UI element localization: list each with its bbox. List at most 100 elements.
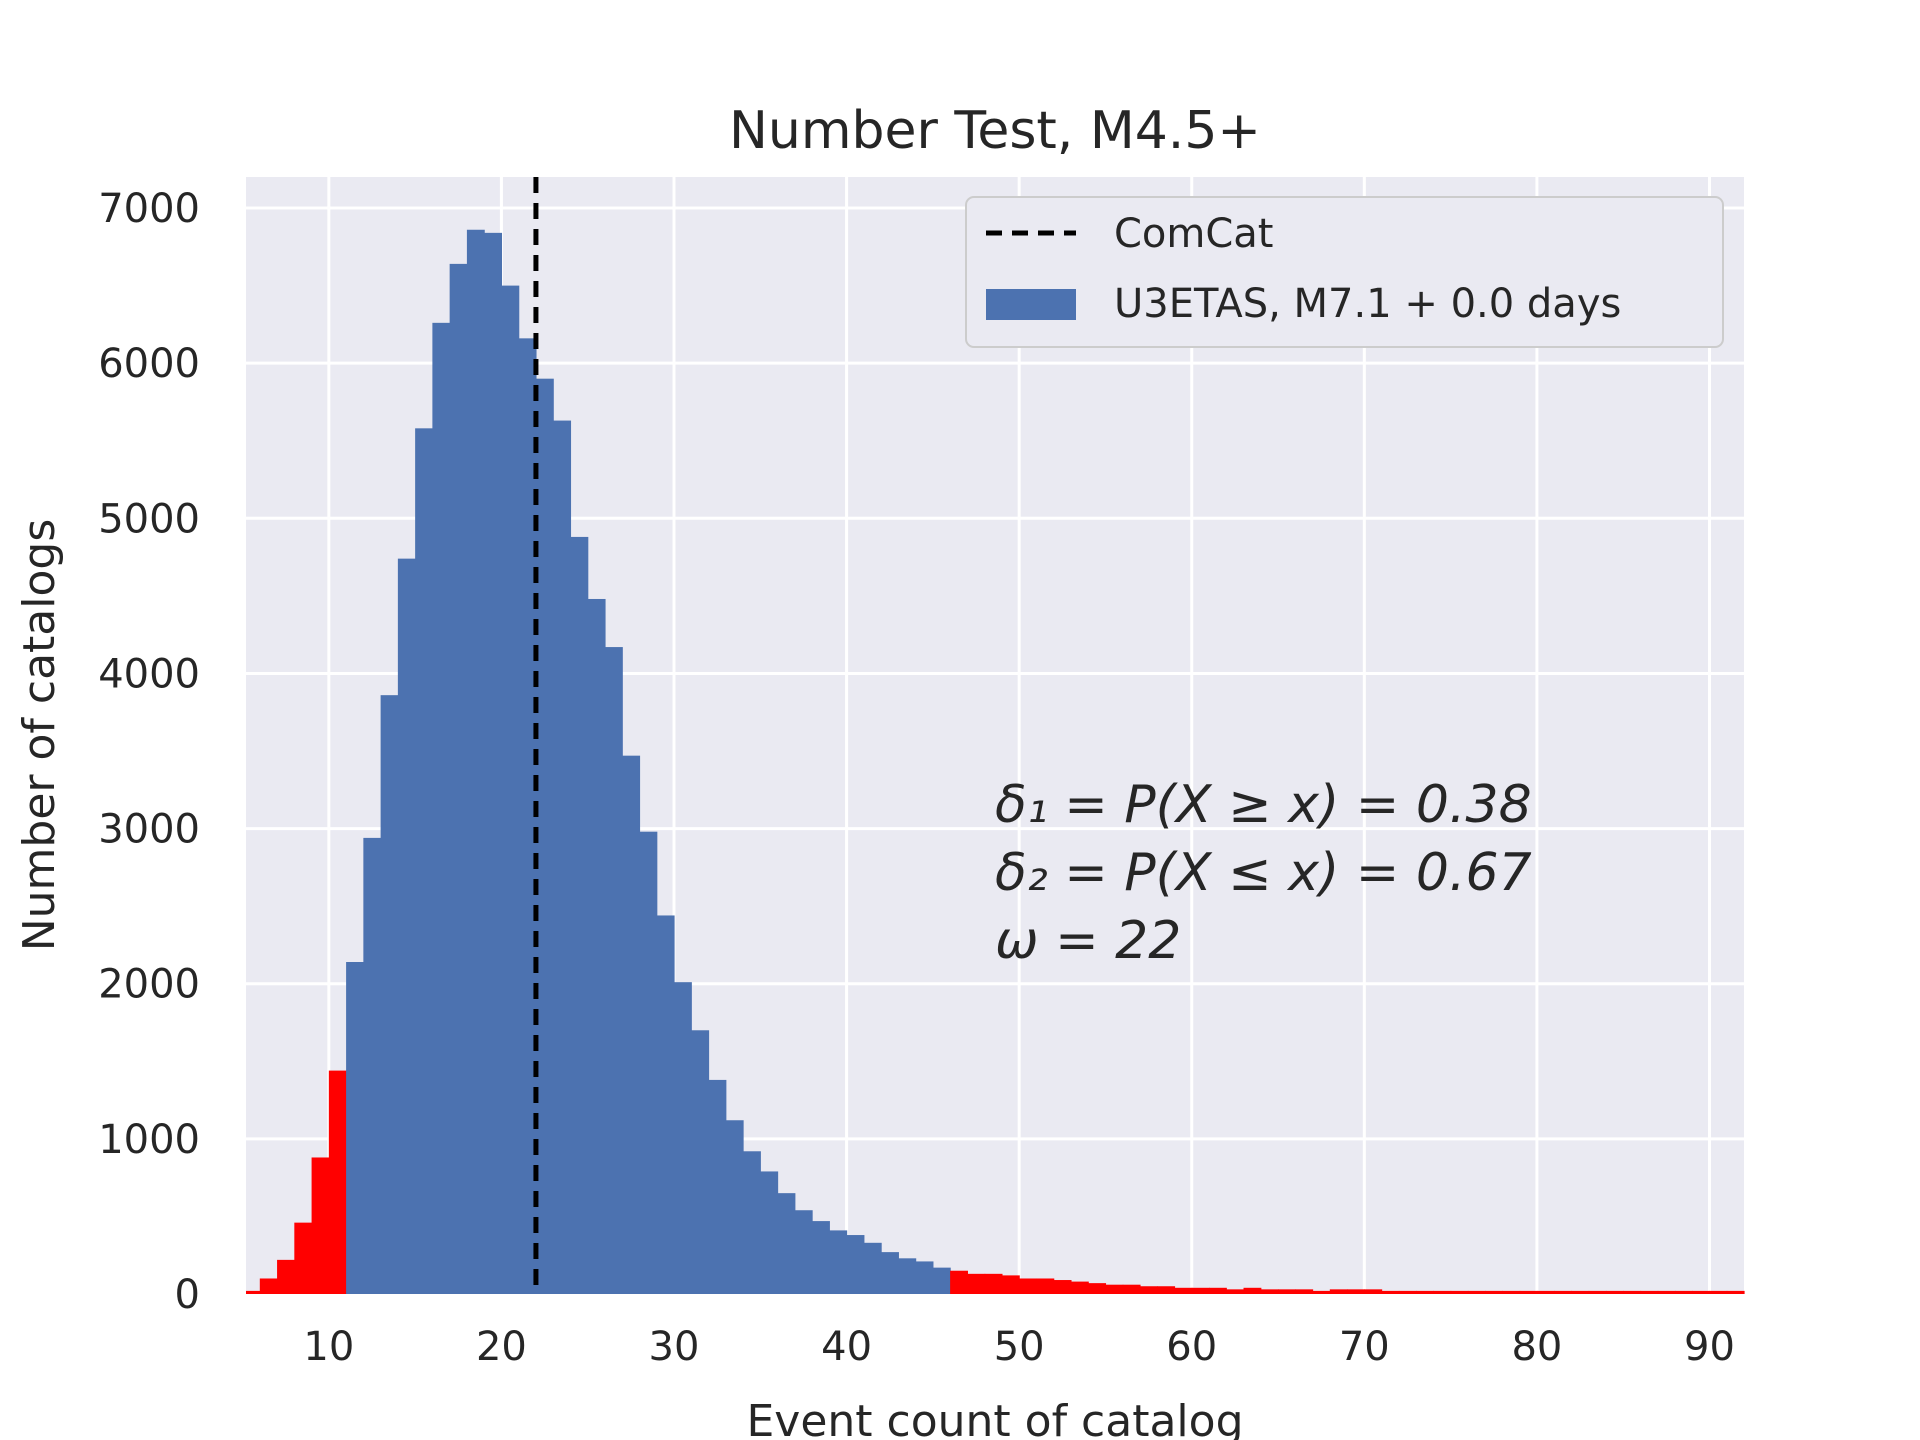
tail-bar (1674, 1290, 1693, 1294)
chart-title: Number Test, M4.5+ (729, 101, 1261, 161)
tail-bar (950, 1270, 968, 1294)
tail-bar (328, 1070, 347, 1294)
x-tick-label: 10 (303, 1324, 354, 1370)
tail-bar (1329, 1289, 1348, 1294)
x-tick-label: 30 (649, 1324, 700, 1370)
histogram-bar (881, 1252, 899, 1294)
histogram-bar (518, 338, 537, 1294)
y-tick-label: 5000 (98, 496, 200, 542)
tail-bar (1243, 1287, 1262, 1294)
tail-bar (1433, 1290, 1452, 1294)
histogram-bar (691, 1030, 710, 1294)
tail-bar (1502, 1290, 1521, 1294)
histogram-bar (898, 1258, 917, 1294)
tail-bar (1122, 1284, 1141, 1294)
tail-bar (1105, 1284, 1124, 1294)
x-tick-label: 50 (994, 1324, 1045, 1370)
histogram-bars (246, 229, 1745, 1295)
y-tick-label: 4000 (98, 651, 200, 697)
tail-bar (1398, 1290, 1417, 1294)
y-tick-label: 0 (175, 1272, 200, 1318)
tail-bar (1226, 1289, 1245, 1294)
histogram-bar (449, 263, 468, 1294)
histogram-bar (794, 1210, 813, 1294)
delta2-statistic: δ₂ = P(X ≤ x) = 0.67 (995, 843, 1532, 903)
y-tick-label: 3000 (98, 807, 200, 853)
tail-bar (1571, 1290, 1590, 1294)
tail-bar (1416, 1290, 1434, 1294)
tail-bar (1088, 1283, 1107, 1294)
histogram-bar (846, 1235, 865, 1294)
histogram-bar (674, 982, 692, 1294)
histogram-bar (415, 428, 433, 1294)
tail-bar (1053, 1280, 1072, 1294)
tail-bar (1347, 1289, 1365, 1294)
tail-bar (259, 1278, 278, 1294)
histogram-bar (570, 536, 589, 1294)
histogram-bar (829, 1230, 848, 1294)
tail-bar (1364, 1289, 1383, 1294)
histogram-bar (863, 1242, 882, 1294)
y-tick-label: 2000 (98, 962, 200, 1008)
tail-bar (967, 1273, 986, 1294)
tail-bar (1623, 1290, 1642, 1294)
tail-bar (1588, 1290, 1607, 1294)
y-tick-label: 6000 (98, 341, 200, 387)
omega-statistic: ω = 22 (995, 911, 1181, 971)
tail-bar (1692, 1290, 1711, 1294)
tail-bar (1278, 1289, 1296, 1294)
histogram-bar (604, 647, 623, 1294)
tail-bar (1312, 1290, 1331, 1294)
histogram-bar (466, 229, 485, 1295)
x-tick-label: 40 (821, 1324, 872, 1370)
histogram-bar (363, 837, 382, 1294)
legend-frame (965, 196, 1724, 348)
tail-bar (294, 1222, 313, 1294)
tail-bar (1640, 1290, 1659, 1294)
histogram-bar (501, 285, 520, 1294)
histogram-bar (760, 1171, 779, 1294)
y-tick-label: 1000 (98, 1117, 200, 1163)
histogram-bar (535, 378, 554, 1294)
histogram-bar (553, 420, 572, 1294)
x-tick-label: 20 (476, 1324, 527, 1370)
tail-bar (1381, 1290, 1400, 1294)
tick-labels: 10 20 30 40 50 60 70 80 90 0 1000 2000 3000 4000 5000 6… (98, 186, 1735, 1370)
tail-bar (1070, 1281, 1089, 1294)
histogram-bar (639, 831, 658, 1294)
tail-bar (1295, 1289, 1314, 1294)
tail-bar (1157, 1286, 1176, 1294)
histogram-bar (397, 558, 416, 1294)
tail-bar (1036, 1278, 1055, 1294)
tail-bar (1209, 1287, 1227, 1294)
histogram-bar (656, 915, 675, 1294)
tail-bar (1709, 1290, 1728, 1294)
x-axis-label: Event count of catalog (747, 1396, 1244, 1440)
histogram-bar (380, 695, 399, 1294)
tail-bar (1605, 1290, 1624, 1294)
tail-bar (984, 1273, 1003, 1294)
delta1-statistic: δ₁ = P(X ≥ x) = 0.38 (995, 775, 1532, 835)
histogram-bar (812, 1221, 830, 1294)
legend-u3etas-swatch (986, 289, 1076, 320)
histogram-bar (346, 962, 364, 1294)
test-statistics: δ₁ = P(X ≥ x) = 0.38 δ₂ = P(X ≤ x) = 0.6… (995, 775, 1532, 971)
tail-bar (1260, 1289, 1279, 1294)
histogram-bar (587, 598, 606, 1294)
tail-bar (1554, 1290, 1573, 1294)
y-tick-label: 7000 (98, 186, 200, 232)
tail-bar (1174, 1287, 1193, 1294)
tail-bar (1019, 1278, 1038, 1294)
histogram-bar (743, 1151, 761, 1294)
histogram-bar (484, 232, 503, 1295)
legend-comcat-label: ComCat (1114, 211, 1274, 257)
histogram-bar (725, 1120, 744, 1294)
tail-bar (311, 1157, 330, 1294)
x-tick-label: 90 (1684, 1324, 1735, 1370)
histogram-bar (708, 1079, 727, 1294)
tail-bar (1536, 1290, 1555, 1294)
tail-bar (1657, 1290, 1676, 1294)
tail-bar (1139, 1286, 1158, 1294)
tail-bar (1726, 1290, 1745, 1294)
